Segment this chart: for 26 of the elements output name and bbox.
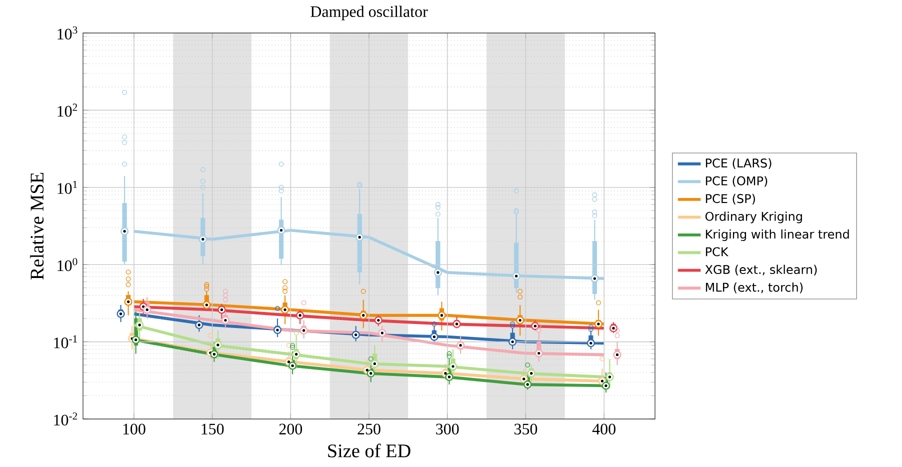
y-tick-label: 10$^{0}$ <box>58 258 78 272</box>
y-tick-label: 10$^{3}$ <box>58 26 78 40</box>
y-tick-label: 10$^{-2}$ <box>54 412 78 426</box>
x-tick-label: 300 <box>436 424 459 434</box>
x-tick-label: 200 <box>279 424 302 434</box>
x-tick-label: 400 <box>592 424 616 434</box>
chart-title: Damped oscillator <box>310 6 428 20</box>
line-series <box>132 305 606 330</box>
y-tick-label: 10$^{2}$ <box>58 104 78 117</box>
x-axis-title: Size of ED <box>328 444 410 458</box>
x-tick-label: 150 <box>202 424 224 434</box>
x-tick-label: 250 <box>358 424 380 434</box>
legend-label: PCE (OMP) <box>706 176 768 187</box>
legend-label: PCK <box>706 247 729 256</box>
x-tick-label: 100 <box>123 424 146 434</box>
legend-label: XGB (ext., sklearn) <box>705 264 817 276</box>
legend-label: MLP (ext., torch) <box>706 282 803 294</box>
y-tick-label: 10$^{1}$ <box>58 180 77 194</box>
legend-label: Ordinary Kriging <box>705 212 802 224</box>
legend-label: PCE (SP) <box>706 194 755 205</box>
y-axis-title: Relative MSE <box>30 172 44 280</box>
x-tick-label: 350 <box>514 424 538 434</box>
legend-label: Kriging with linear trend <box>706 229 849 242</box>
legend-label: PCE (LARS) <box>706 158 772 170</box>
line-series <box>132 308 606 356</box>
y-tick-label: 10$^{-1}$ <box>54 335 77 348</box>
